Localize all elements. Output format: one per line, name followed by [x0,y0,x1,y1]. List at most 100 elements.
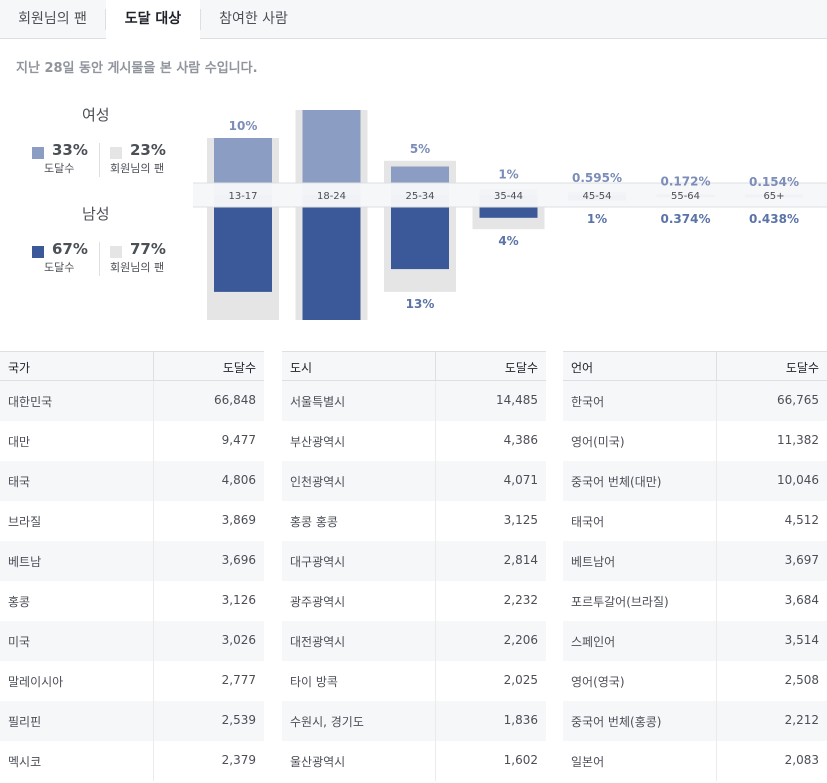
column-divider [153,421,154,461]
row-reach-value: 11,382 [777,433,819,447]
tab-divider [105,9,106,30]
female-data-label: 0.154% [749,175,799,189]
female-fans-caption: 회원님의 팬 [110,162,165,175]
table-row: 미국 3,026 [0,621,264,661]
row-name: 대구광역시 [290,555,346,569]
table-row: 대전광역시 2,206 [282,621,546,661]
table-row: 대만 9,477 [0,421,264,461]
row-name: 영어(미국) [571,435,625,449]
column-divider [435,661,436,701]
male-data-label: 0.438% [749,212,799,226]
column-divider [153,741,154,781]
column-divider [435,381,436,421]
row-name: 포르투갈어(브라질) [571,595,669,609]
row-name: 스페인어 [571,635,616,649]
tab-your-fans[interactable]: 회원님의 팬 [18,11,87,27]
column-header-name[interactable]: 언어 [571,361,594,375]
column-divider [435,701,436,741]
column-divider [153,541,154,581]
row-name: 홍콩 홍콩 [290,515,338,529]
age-tick-label: 65+ [763,191,784,202]
age-tick-label: 18-24 [317,191,346,202]
row-name: 태국 [8,475,31,489]
tab-engaged-people[interactable]: 참여한 사람 [219,11,288,27]
row-reach-value: 3,125 [503,513,538,527]
column-header-name[interactable]: 도시 [290,361,313,375]
male-data-label: 1% [587,212,607,226]
column-divider [153,352,154,381]
city-table: 도시 도달수 서울특별시 14,485 부산광역시 4,386 인천광역시 4,071 홍콩 홍… [282,351,546,781]
row-name: 한국어 [571,395,605,409]
column-divider [716,621,717,661]
row-reach-value: 2,508 [784,673,819,687]
row-reach-value: 2,083 [784,753,819,767]
column-divider [716,581,717,621]
age-axis-band [193,183,827,207]
table-row: 태국 4,806 [0,461,264,501]
column-divider [435,621,436,661]
table-row: 포르투갈어(브라질) 3,684 [563,581,827,621]
table-row: 영어(미국) 11,382 [563,421,827,461]
row-reach-value: 2,777 [221,673,256,687]
table-header: 도시 도달수 [282,351,546,381]
female-reach-caption: 도달수 [44,162,75,175]
row-name: 서울특별시 [290,395,346,409]
female-data-label: 5% [410,142,430,156]
row-name: 베트남 [8,555,42,569]
column-divider [435,501,436,541]
row-reach-value: 3,869 [221,513,256,527]
female-reach-pct: 33% [52,141,88,159]
table-row: 부산광역시 4,386 [282,421,546,461]
row-reach-value: 3,684 [784,593,819,607]
column-divider [716,661,717,701]
column-header-reach[interactable]: 도달수 [222,361,256,375]
row-name: 태국어 [571,515,605,529]
row-reach-value: 4,806 [221,473,256,487]
legend-divider [99,143,100,177]
male-reach-caption: 도달수 [44,261,75,274]
tab-reach[interactable]: 도달 대상 [106,0,200,40]
column-divider [153,581,154,621]
table-row: 대구광역시 2,814 [282,541,546,581]
row-reach-value: 66,848 [214,393,256,407]
row-name: 울산광역시 [290,755,346,769]
row-reach-value: 3,696 [221,553,256,567]
column-header-reach[interactable]: 도달수 [785,361,819,375]
column-divider [716,501,717,541]
male-reach-pct: 67% [52,240,88,258]
column-header-reach[interactable]: 도달수 [504,361,538,375]
column-divider [435,421,436,461]
country-table: 국가 도달수 대한민국 66,848 대만 9,477 태국 4,806 브라질 3,869 베트남… [0,351,264,781]
row-name: 광주광역시 [290,595,346,609]
row-reach-value: 2,814 [503,553,538,567]
column-divider [716,461,717,501]
column-divider [716,421,717,461]
table-row: 말레이시아 2,777 [0,661,264,701]
table-row: 브라질 3,869 [0,501,264,541]
age-tick-label: 45-54 [582,191,611,202]
row-reach-value: 2,232 [503,593,538,607]
row-reach-value: 1,602 [503,753,538,767]
male-title: 남성 [82,205,110,223]
column-header-name[interactable]: 국가 [8,361,31,375]
table-row: 영어(영국) 2,508 [563,661,827,701]
row-name: 인천광역시 [290,475,346,489]
age-tick-label: 13-17 [228,191,257,202]
table-row: 홍콩 3,126 [0,581,264,621]
age-tick-label: 35-44 [494,191,523,202]
age-gender-chart: 13-1710%17%18-2415%31%25-345%13%35-441%4… [193,110,827,320]
legend-divider [99,242,100,276]
row-reach-value: 3,126 [221,593,256,607]
female-legend: 33% 도달수 23% 회원님의 팬 [32,141,192,181]
row-reach-value: 2,539 [221,713,256,727]
column-divider [435,352,436,381]
row-name: 미국 [8,635,31,649]
tab-bar: 회원님의 팬 도달 대상 참여한 사람 [0,0,827,40]
age-tick-label: 55-64 [671,191,700,202]
column-divider [435,461,436,501]
row-reach-value: 10,046 [777,473,819,487]
female-reach-swatch [32,147,44,159]
row-name: 타이 방콕 [290,675,338,689]
column-divider [153,501,154,541]
row-reach-value: 2,025 [503,673,538,687]
